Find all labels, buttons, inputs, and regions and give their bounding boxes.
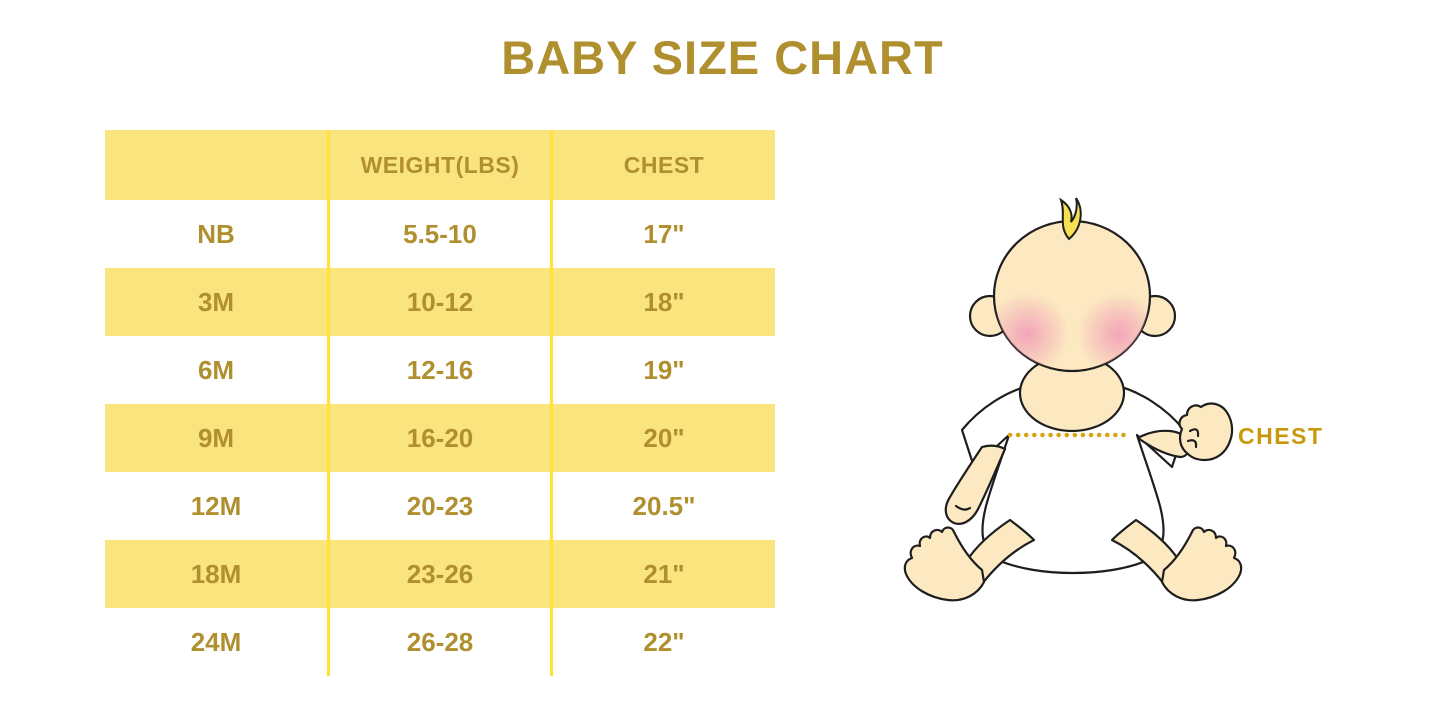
chest-cell: 20.5"	[550, 472, 775, 540]
baby-hair-curl	[1059, 197, 1082, 241]
table-row: 9M 16-20 20"	[105, 404, 775, 472]
size-cell: 3M	[197, 286, 235, 317]
weight-cell: 26-28	[327, 608, 550, 676]
chest-cell: 22"	[550, 608, 775, 676]
baby-fist-detail	[1186, 428, 1200, 449]
weight-cell: 5.5-10	[327, 200, 550, 268]
weight-cell: 23-26	[327, 540, 550, 608]
size-cell: 24M	[190, 626, 242, 657]
table-row: 12M 20-23 20.5"	[105, 472, 775, 540]
size-cell: 6M	[197, 354, 235, 385]
size-table: WEIGHT(LBS) CHEST NB 5.5-10 17" 3M 10-12…	[105, 130, 775, 676]
size-cell: 9M	[197, 422, 235, 453]
baby-leg-right	[1110, 518, 1182, 586]
table-row: 18M 23-26 21"	[105, 540, 775, 608]
size-cell: 12M	[190, 490, 242, 521]
baby-illustration	[880, 188, 1245, 618]
baby-foot-right	[1160, 526, 1243, 602]
page-title: BABY SIZE CHART	[501, 31, 944, 84]
chest-cell: 21"	[550, 540, 775, 608]
baby-foot-left	[903, 526, 986, 602]
header-weight-cell: WEIGHT(LBS)	[327, 130, 550, 200]
weight-cell: 16-20	[327, 404, 550, 472]
header-chest-cell: CHEST	[550, 130, 775, 200]
table-row: 6M 12-16 19"	[105, 336, 775, 404]
table-row: 24M 26-28 22"	[105, 608, 775, 676]
weight-cell: 10-12	[327, 268, 550, 336]
table-row: NB 5.5-10 17"	[105, 200, 775, 268]
chest-cell: 20"	[550, 404, 775, 472]
header-size-cell	[105, 130, 327, 200]
size-cell: NB	[197, 218, 235, 249]
baby-hand-left-detail	[954, 504, 972, 511]
table-row: 3M 10-12 18"	[105, 268, 775, 336]
chest-cell: 19"	[550, 336, 775, 404]
chest-annotation-label: CHEST	[1238, 423, 1324, 449]
baby-fist-right	[1178, 402, 1234, 462]
chest-cell: 18"	[550, 268, 775, 336]
baby-leg-left	[964, 518, 1036, 586]
baby-arm-left	[944, 444, 1007, 525]
table-header-row: WEIGHT(LBS) CHEST	[105, 130, 775, 200]
baby-figure-svg	[903, 197, 1243, 602]
weight-cell: 12-16	[327, 336, 550, 404]
size-cell: 18M	[190, 558, 242, 589]
chest-cell: 17"	[550, 200, 775, 268]
weight-cell: 20-23	[327, 472, 550, 540]
